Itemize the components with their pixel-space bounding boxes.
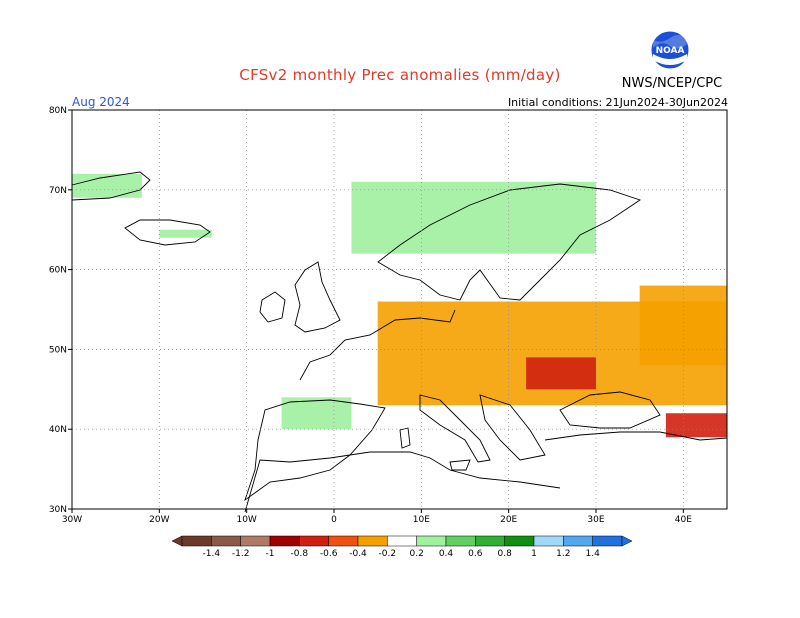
coastline-3 [259,291,286,323]
colorbar-label-10: 0.8 [498,549,513,559]
colorbar-swatch-0 [181,535,212,547]
plot-frame [71,109,728,510]
colorbar-swatch-1 [211,535,241,547]
forecast-month: Aug 2024 [72,95,130,109]
coastline-6 [71,171,151,201]
colorbar-label-1: -1.2 [232,549,250,559]
colorbar-swatch-8 [416,535,447,547]
coastline-12 [399,427,411,449]
map-title: CFSv2 monthly Prec anomalies (mm/day) [239,66,561,84]
colorbar-swatch-7 [387,535,417,547]
anomaly-wet-iberia-north [281,397,352,430]
colorbar-swatch-6 [357,535,388,547]
colorbar-swatch-14 [592,535,623,547]
coastline-4 [377,183,642,301]
colorbar-swatch-13 [563,535,593,547]
lon-tick-label-40E: 40E [675,515,692,525]
colorbar-swatch-2 [240,535,271,547]
coastline-9 [559,391,661,429]
lon-tick-label-30E: 30E [587,515,604,525]
lon-tick-label-10E: 10E [413,515,430,525]
coastline-11 [244,451,561,513]
anomaly-dry-turkey-east [665,413,727,438]
anomaly-wet-scandinavia-coast [351,181,596,254]
colorbar-swatch-4 [299,535,329,547]
coastline-13 [449,459,471,471]
colorbar-label-0: -1.4 [203,549,221,559]
colorbar-label-4: -0.6 [320,549,338,559]
colorbar-swatch-5 [328,535,359,547]
colorbar-swatch-12 [533,535,564,547]
colorbar-label-7: 0.2 [410,549,424,559]
colorbar-label-8: 0.4 [439,549,454,559]
colorbar-swatch-11 [504,535,535,547]
anomaly-wet-iceland [159,229,212,238]
colorbar-swatch-3 [269,535,300,547]
anomaly-dry-russia [639,285,727,366]
coastline-8 [479,394,546,461]
colorbar-label-11: 1 [531,549,537,559]
lon-tick-label-20E: 20E [500,515,517,525]
lon-tick-label-30W: 30W [62,515,82,525]
lat-tick-label-70N: 70N [49,186,67,196]
coastline-5 [124,219,211,246]
agency-label: NWS/NCEP/CPC [621,76,723,91]
coastline-7 [419,394,491,463]
colorbar-label-13: 1.4 [586,549,601,559]
coastline-0 [244,399,386,502]
logo-text: NOAA [656,46,685,56]
coastline-1 [299,309,456,381]
lat-tick-label-60N: 60N [49,266,67,276]
colorbar-label-2: -1 [266,549,275,559]
coastline-2 [294,261,341,333]
lon-tick-label-10W: 10W [236,515,256,525]
coastline-10 [544,431,728,441]
lon-tick-label-20W: 20W [149,515,169,525]
colorbar-swatch-10 [475,535,505,547]
lat-tick-label-50N: 50N [49,345,67,355]
anomaly-wet-greenland [72,173,142,198]
colorbar-swatch-9 [445,535,476,547]
colorbar-label-3: -0.8 [291,549,309,559]
lat-tick-label-40N: 40N [49,425,67,435]
colorbar-label-6: -0.2 [379,549,397,559]
colorbar-min-arrow [171,535,183,547]
noaa-logo: NOAA [650,30,690,70]
lon-tick-label-0: 0 [331,515,337,525]
colorbar-label-12: 1.2 [556,549,570,559]
lat-tick-label-30N: 30N [49,505,67,515]
anomaly-strong-dry-carpathians [526,357,596,390]
lat-tick-label-80N: 80N [49,106,67,116]
initial-conditions: Initial conditions: 21Jun2024-30Jun2024 [507,96,728,109]
colorbar-label-5: -0.4 [349,549,367,559]
colorbar-label-9: 0.6 [468,549,483,559]
colorbar-max-arrow [621,535,633,547]
